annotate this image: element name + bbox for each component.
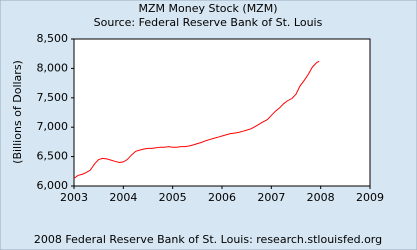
y-tick-label: 7,500 bbox=[37, 91, 69, 104]
y-axis-label: (Billions of Dollars) bbox=[11, 60, 24, 164]
y-tick-label: 8,000 bbox=[37, 61, 69, 74]
x-tick-label: 2003 bbox=[60, 191, 88, 204]
y-tick-label: 6,000 bbox=[37, 179, 69, 192]
x-tick-label: 2009 bbox=[356, 191, 384, 204]
y-tick-label: 7,000 bbox=[37, 120, 69, 133]
x-tick-label: 2004 bbox=[109, 191, 137, 204]
x-tick-label: 2006 bbox=[208, 191, 236, 204]
chart-title: MZM Money Stock (MZM) bbox=[138, 2, 277, 15]
x-tick-label: 2005 bbox=[159, 191, 187, 204]
footer: 2008 Federal Reserve Bank of St. Louis: … bbox=[34, 233, 382, 246]
x-tick-label: 2008 bbox=[307, 191, 335, 204]
data-line bbox=[73, 60, 320, 179]
y-tick-label: 6,500 bbox=[37, 150, 69, 163]
y-tick-label: 8,500 bbox=[37, 32, 69, 45]
chart-subtitle: Source: Federal Reserve Bank of St. Loui… bbox=[94, 16, 323, 29]
x-tick-label: 2007 bbox=[257, 191, 285, 204]
plot-area bbox=[73, 38, 371, 187]
